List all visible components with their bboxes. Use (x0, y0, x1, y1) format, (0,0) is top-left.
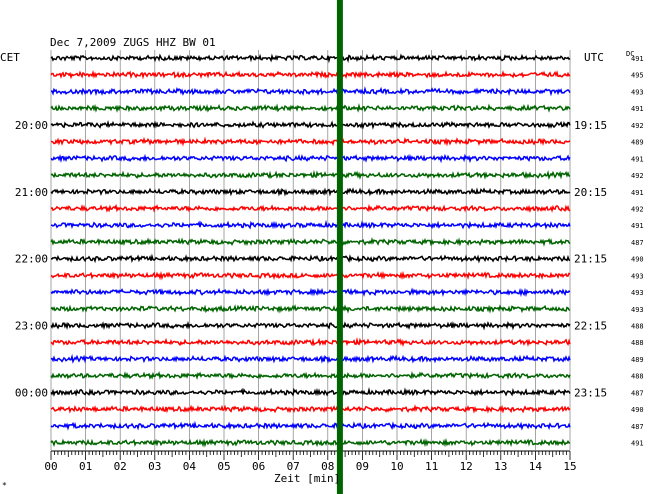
dc-offset-21: 490 (631, 406, 644, 414)
trace-6 (50, 153, 571, 164)
dc-offset-4: 492 (631, 122, 644, 130)
dc-offset-9: 492 (631, 205, 644, 213)
trace-1 (50, 69, 571, 80)
dc-offset-18: 489 (631, 356, 644, 364)
dc-offset-15: 493 (631, 306, 644, 314)
x-tick-label-01: 01 (79, 460, 92, 473)
x-axis-label: Zeit [min] (274, 472, 340, 485)
dc-offset-12: 490 (631, 256, 644, 264)
x-tick-label-10: 10 (390, 460, 403, 473)
utc-hour-labels: 19:15 20:15 21:15 22:15 23:15 (574, 119, 607, 400)
x-tick-label-04: 04 (183, 460, 197, 473)
trace-group (50, 53, 571, 448)
cet-hour-label: 23:00 (15, 320, 48, 333)
trace-2 (50, 86, 571, 97)
x-tick-label-15: 15 (563, 460, 576, 473)
dc-offset-19: 488 (631, 373, 644, 381)
utc-hour-label: 20:15 (574, 186, 607, 199)
trace-12 (50, 253, 571, 264)
chart-title: Dec 7,2009 ZUGS HHZ BW 01 (50, 36, 216, 49)
cet-hour-label: 22:00 (15, 253, 48, 266)
x-tick-label-09: 09 (356, 460, 369, 473)
dc-offset-3: 491 (631, 105, 644, 113)
x-tick-label-05: 05 (217, 460, 230, 473)
x-axis: 00 01 02 03 04 05 06 07 08 09 10 11 12 13 14 15 (44, 450, 577, 473)
dc-offset-2: 493 (631, 88, 644, 96)
dc-offset-labels: 491 495 493 491 492 489 491 492 491 492 491 487 490 4… (631, 55, 644, 448)
dc-offset-20: 487 (631, 389, 644, 397)
dc-offset-8: 491 (631, 189, 644, 197)
dc-offset-6: 491 (631, 155, 644, 163)
trace-16 (50, 320, 571, 331)
dc-label: DC (626, 50, 634, 58)
dc-offset-5: 489 (631, 139, 644, 147)
dc-offset-13: 493 (631, 272, 644, 280)
trace-7 (50, 169, 571, 180)
x-tick-label-11: 11 (425, 460, 438, 473)
trace-11 (50, 236, 571, 247)
trace-5 (50, 136, 571, 147)
cet-hour-label: 00:00 (15, 386, 48, 399)
trace-19 (50, 370, 571, 381)
x-tick-label-08: 08 (321, 460, 334, 473)
trace-4 (50, 120, 571, 130)
trace-8 (50, 187, 571, 197)
cet-hour-labels: 20:00 21:00 22:00 23:00 00:00 (15, 119, 48, 400)
trace-10 (51, 219, 571, 230)
dc-offset-11: 487 (631, 239, 644, 247)
trace-18 (50, 353, 571, 364)
corner-mark: * (2, 481, 7, 490)
trace-9 (50, 203, 571, 214)
utc-hour-label: 23:15 (574, 386, 607, 399)
x-tick-label-06: 06 (252, 460, 265, 473)
dc-offset-14: 493 (631, 289, 644, 297)
trace-20 (50, 386, 571, 397)
trace-14 (50, 287, 571, 298)
trace-21 (50, 404, 571, 414)
dc-offset-1: 495 (631, 72, 644, 80)
dc-offset-10: 491 (631, 222, 644, 230)
utc-label: UTC (584, 51, 604, 64)
trace-13 (50, 270, 571, 281)
utc-hour-label: 21:15 (574, 253, 607, 266)
trace-17 (50, 337, 571, 348)
dc-offset-22: 487 (631, 423, 644, 431)
dc-offset-16: 488 (631, 323, 644, 331)
utc-hour-label: 22:15 (574, 320, 607, 333)
x-tick-label-12: 12 (460, 460, 473, 473)
x-tick-label-02: 02 (114, 460, 127, 473)
cet-label: CET (0, 51, 20, 64)
dc-offset-23: 491 (631, 440, 644, 448)
cet-hour-label: 20:00 (15, 119, 48, 132)
x-tick-label-13: 13 (494, 460, 507, 473)
event-marker (336, 0, 343, 494)
trace-15 (50, 304, 571, 314)
trace-0 (50, 53, 571, 64)
cet-hour-label: 21:00 (15, 186, 48, 199)
dc-offset-7: 492 (631, 172, 644, 180)
trace-23 (50, 437, 571, 448)
x-tick-label-07: 07 (287, 460, 300, 473)
dc-offset-0: 491 (631, 55, 644, 63)
x-tick-label-00: 00 (44, 460, 57, 473)
dc-offset-17: 488 (631, 339, 644, 347)
x-tick-label-14: 14 (529, 460, 543, 473)
utc-hour-label: 19:15 (574, 119, 607, 132)
trace-3 (50, 102, 571, 113)
minute-grid (50, 50, 571, 450)
x-tick-label-03: 03 (148, 460, 161, 473)
trace-22 (50, 420, 571, 431)
